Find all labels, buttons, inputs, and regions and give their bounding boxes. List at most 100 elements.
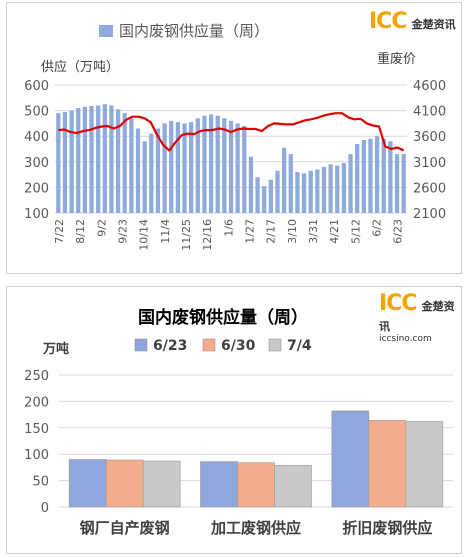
supply-bar bbox=[200, 461, 238, 508]
legend-swatch bbox=[202, 338, 216, 352]
y-tick-left: 200 bbox=[24, 181, 49, 196]
icc-logo-cn: 金楚资讯 bbox=[411, 18, 456, 31]
supply-bar bbox=[215, 115, 220, 213]
chart-title: 国内废钢供应量（周） bbox=[138, 307, 308, 328]
legend-label: 7/4 bbox=[287, 338, 312, 354]
supply-bar bbox=[381, 138, 386, 213]
supply-bar bbox=[115, 109, 121, 213]
x-tick-label: 3/31 bbox=[307, 219, 320, 244]
supply-bar bbox=[76, 108, 81, 213]
y-tick-right: 3600 bbox=[413, 130, 446, 145]
supply-bar bbox=[142, 141, 147, 213]
supply-bar bbox=[129, 118, 134, 213]
top-chart-panel: ICC 金楚资讯 国内废钢供应量（周） 供应（万吨） 重废价 100 200 300 400… bbox=[6, 2, 462, 274]
y-tick-right: 2600 bbox=[413, 181, 446, 196]
supply-bar bbox=[341, 163, 347, 213]
icc-logo: ICC 金楚资讯 bbox=[369, 11, 456, 33]
y-tick: 100 bbox=[24, 448, 49, 463]
x-tick-label: 11/4 bbox=[159, 219, 172, 244]
supply-bar bbox=[242, 125, 247, 213]
supply-bar bbox=[262, 186, 267, 213]
legend-swatch bbox=[268, 338, 282, 352]
icc-logo-url: iccsino.com bbox=[379, 334, 432, 344]
supply-bar bbox=[195, 118, 200, 213]
supply-bar bbox=[331, 410, 370, 508]
x-tick-label: 11/25 bbox=[180, 219, 193, 251]
x-tick-label: 6/2 bbox=[371, 219, 384, 237]
supply-bar bbox=[401, 154, 406, 213]
supply-bar bbox=[268, 179, 273, 213]
supply-bar bbox=[255, 177, 260, 213]
supply-bar bbox=[308, 170, 313, 213]
x-tick-label: 3/10 bbox=[286, 219, 299, 244]
heavy-scrap-price-line bbox=[58, 112, 405, 152]
supply-bar bbox=[335, 165, 340, 213]
bottom-chart-panel: ICC 金楚资讯 iccsino.com 国内废钢供应量（周） 万吨 6/23 6/3… bbox=[6, 286, 462, 554]
supply-bar bbox=[248, 156, 254, 213]
x-tick-label: 9/2 bbox=[95, 219, 108, 237]
supply-bar bbox=[355, 143, 360, 213]
x-tick-label: 2/17 bbox=[265, 219, 278, 244]
legend-label-bar: 国内废钢供应量（周） bbox=[119, 22, 269, 40]
supply-bar bbox=[189, 122, 194, 213]
legend-swatch-bar bbox=[99, 25, 113, 37]
legend-swatch bbox=[134, 338, 148, 352]
supply-bar bbox=[89, 105, 94, 213]
supply-bar bbox=[202, 115, 207, 213]
supply-bar bbox=[288, 154, 293, 213]
supply-bar bbox=[282, 147, 287, 213]
supply-bar bbox=[361, 140, 366, 213]
y-tick-right: 4600 bbox=[413, 79, 446, 94]
supply-bar bbox=[56, 113, 61, 213]
icc-logo-cn-bottom: 金楚资讯 bbox=[379, 300, 455, 333]
y-tick: 50 bbox=[32, 475, 49, 490]
x-tick-label: 9/23 bbox=[116, 219, 129, 244]
supply-bar bbox=[122, 113, 127, 213]
supply-bar bbox=[368, 138, 373, 213]
y-tick-right: 2100 bbox=[413, 207, 446, 222]
supply-bar bbox=[328, 164, 333, 213]
supply-bar bbox=[208, 114, 214, 213]
y-tick: 0 bbox=[41, 501, 49, 516]
supply-bar bbox=[105, 459, 144, 508]
x-tick-label: 12/16 bbox=[201, 219, 214, 251]
supply-bar bbox=[135, 128, 141, 213]
y-tick-left: 400 bbox=[24, 130, 49, 145]
supply-bar bbox=[315, 169, 320, 213]
x-tick-label: 5/12 bbox=[349, 219, 362, 244]
supply-bar bbox=[301, 173, 307, 213]
y-tick-left: 500 bbox=[24, 105, 49, 120]
supply-bar bbox=[222, 118, 227, 213]
category-label: 加工废钢供应 bbox=[210, 519, 301, 537]
x-tick-label: 6/23 bbox=[392, 219, 405, 244]
supply-bar bbox=[374, 136, 380, 213]
x-tick-label: 1/27 bbox=[243, 219, 256, 244]
y-tick-left: 600 bbox=[24, 79, 49, 94]
icc-logo-bottom: ICC 金楚资讯 iccsino.com bbox=[379, 291, 461, 345]
y-tick: 200 bbox=[24, 395, 49, 410]
icc-logo-mark-bottom: ICC bbox=[379, 291, 417, 316]
supply-bar bbox=[82, 106, 88, 213]
supply-bar bbox=[69, 110, 74, 213]
supply-bar bbox=[96, 105, 101, 213]
top-chart-svg: 国内废钢供应量（周） 供应（万吨） 重废价 100 200 300 400 500 600 210… bbox=[24, 22, 446, 251]
supply-bar bbox=[237, 462, 275, 508]
x-tick-label: 1/6 bbox=[222, 219, 235, 237]
supply-bar bbox=[182, 123, 187, 213]
supply-bar bbox=[348, 154, 353, 213]
y-tick-right: 3100 bbox=[413, 156, 446, 171]
x-tick-label: 10/14 bbox=[138, 219, 151, 251]
supply-bar bbox=[62, 111, 68, 213]
icc-logo-mark: ICC bbox=[369, 9, 407, 34]
supply-bar bbox=[275, 170, 280, 213]
x-tick-label: 8/12 bbox=[74, 219, 87, 244]
supply-bar bbox=[142, 460, 181, 508]
supply-bar bbox=[175, 122, 180, 213]
legend-label: 6/23 bbox=[153, 338, 187, 354]
supply-bar bbox=[228, 120, 234, 213]
y-tick: 150 bbox=[24, 422, 49, 437]
supply-bar bbox=[149, 133, 154, 213]
y-tick-left: 100 bbox=[24, 207, 49, 222]
supply-bar bbox=[109, 105, 114, 213]
supply-bar bbox=[388, 141, 393, 213]
